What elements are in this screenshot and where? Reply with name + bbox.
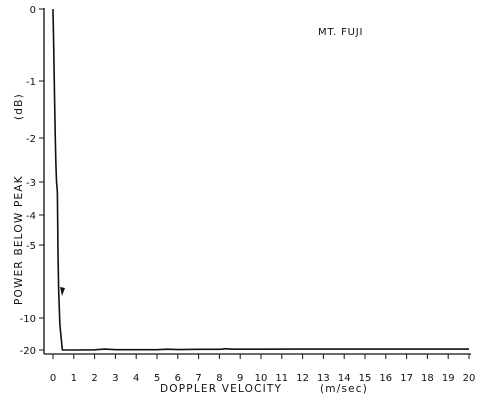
y-axis-unit: (dB) bbox=[13, 93, 25, 120]
x-tick-label: 15 bbox=[359, 373, 372, 384]
y-tick-label: -20 bbox=[20, 346, 36, 357]
x-tick-label: 14 bbox=[338, 373, 351, 384]
x-tick-label: 10 bbox=[255, 373, 268, 384]
x-tick-label: 0 bbox=[50, 373, 56, 384]
series-line-1 bbox=[52, 9, 469, 351]
x-tick-label: 6 bbox=[175, 373, 181, 384]
series-layer bbox=[52, 8, 470, 351]
y-tick-label: -4 bbox=[26, 211, 36, 222]
x-tick-label: 7 bbox=[195, 373, 201, 384]
x-tick-label: 13 bbox=[317, 373, 330, 384]
x-tick-label: 16 bbox=[379, 373, 392, 384]
y-tick-label: -1 bbox=[26, 77, 36, 88]
x-tick-label: 3 bbox=[112, 373, 118, 384]
arrow-marker bbox=[60, 287, 65, 296]
chart-axes bbox=[43, 8, 471, 355]
x-tick-label: 4 bbox=[133, 373, 139, 384]
x-tick-label: 19 bbox=[442, 373, 455, 384]
x-tick-label: 8 bbox=[216, 373, 222, 384]
y-tick-label: -5 bbox=[26, 241, 36, 252]
y-tick-label: -10 bbox=[20, 314, 36, 325]
y-axis-ticks: 0 -1 -2 -3 -4 -5 -10 -20 bbox=[20, 5, 44, 357]
x-tick-label: 11 bbox=[275, 373, 288, 384]
y-tick-label: -3 bbox=[26, 178, 36, 189]
x-tick-label: 5 bbox=[154, 373, 160, 384]
x-axis-unit: (m/sec) bbox=[320, 383, 368, 395]
y-tick-label: -2 bbox=[26, 134, 36, 145]
x-tick-label: 17 bbox=[400, 373, 413, 384]
y-tick-label: 0 bbox=[30, 5, 36, 16]
chart-annotation: MT. FUJI bbox=[318, 27, 363, 38]
x-tick-label: 1 bbox=[71, 373, 77, 384]
x-tick-label: 12 bbox=[296, 373, 309, 384]
x-tick-label: 20 bbox=[463, 373, 476, 384]
y-axis-label: POWER BELOW PEAK bbox=[13, 175, 25, 305]
x-tick-label: 18 bbox=[421, 373, 434, 384]
x-axis-label: DOPPLER VELOCITY bbox=[160, 383, 282, 395]
x-axis-ticks: 0 1 2 3 4 5 6 7 8 9 10 11 12 13 14 15 16 17 18 19 20 bbox=[50, 354, 476, 384]
x-tick-label: 9 bbox=[237, 373, 243, 384]
x-tick-label: 2 bbox=[91, 373, 97, 384]
